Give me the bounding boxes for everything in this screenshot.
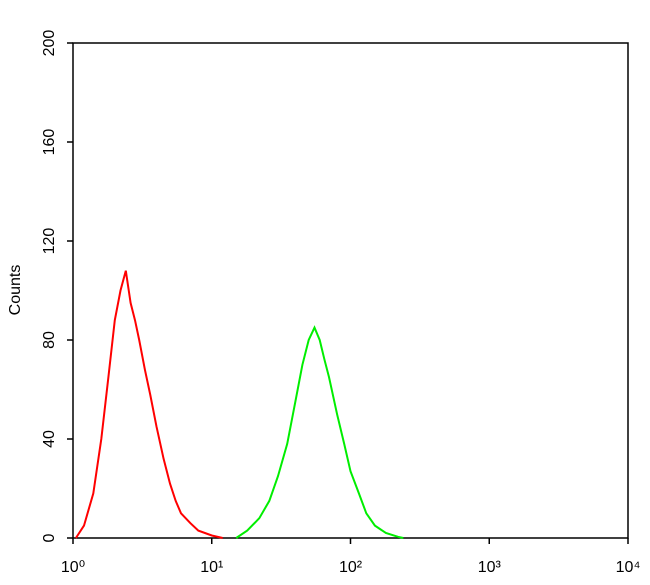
- histogram-line: [235, 325, 404, 539]
- x-tick-label: 10²: [339, 559, 363, 576]
- y-tick-label: 40: [41, 430, 58, 448]
- y-tick-label: 80: [41, 331, 58, 349]
- x-tick-label: 10¹: [200, 559, 223, 576]
- y-tick-label: 120: [41, 228, 58, 255]
- y-tick-label: 160: [41, 129, 58, 156]
- x-tick-label: 10⁰: [61, 559, 85, 576]
- y-axis-label: Counts: [7, 265, 24, 316]
- y-tick-label: 200: [41, 30, 58, 57]
- x-tick-label: 10⁴: [616, 559, 641, 576]
- histogram-line: [75, 270, 223, 539]
- x-tick-label: 10³: [478, 559, 502, 576]
- y-tick-label: 0: [41, 533, 58, 542]
- plot-frame: [72, 42, 629, 539]
